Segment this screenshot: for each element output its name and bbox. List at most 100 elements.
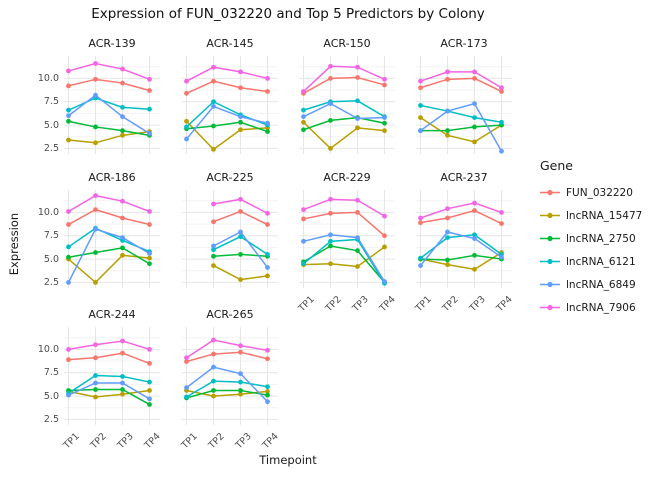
point-FUN_032220-TP2: [93, 76, 98, 82]
point-FUN_032220-TP2: [93, 355, 98, 361]
point-lncRNA_7906-TP4: [265, 210, 270, 216]
point-lncRNA_7906-TP4: [382, 213, 387, 219]
point-lncRNA_7906-TP2: [445, 69, 450, 75]
point-lncRNA_6849-TP3: [120, 114, 125, 120]
point-lncRNA_6849-TP3: [120, 380, 125, 386]
point-lncRNA_6121-TP1: [418, 255, 423, 261]
point-FUN_032220-TP2: [211, 219, 216, 225]
point-lncRNA_7906-TP1: [418, 215, 423, 221]
x-tick-label: TP1: [413, 294, 434, 315]
point-lncRNA_15477-TP2: [93, 394, 98, 400]
point-lncRNA_15477-TP4: [147, 388, 152, 393]
point-lncRNA_2750-TP1: [66, 254, 71, 260]
point-lncRNA_6849-TP3: [238, 114, 243, 120]
point-lncRNA_15477-TP3: [472, 139, 477, 145]
point-lncRNA_2750-TP2: [211, 253, 216, 259]
facet-panel-ACR-237: [416, 190, 512, 288]
line-lncRNA_2750: [68, 388, 150, 406]
line-lncRNA_6849: [68, 94, 150, 135]
point-lncRNA_2750-TP2: [328, 118, 333, 123]
x-axis-title: Timepoint: [259, 453, 317, 467]
point-FUN_032220-TP2: [211, 351, 216, 357]
line-FUN_032220: [303, 211, 385, 237]
point-lncRNA_2750-TP3: [120, 128, 125, 134]
point-lncRNA_2750-TP2: [93, 387, 98, 392]
point-lncRNA_7906-TP3: [472, 200, 477, 206]
point-lncRNA_6121-TP3: [238, 379, 243, 385]
point-lncRNA_6121-TP4: [265, 252, 270, 257]
point-lncRNA_7906-TP3: [238, 196, 243, 202]
point-FUN_032220-TP2: [93, 207, 98, 212]
point-lncRNA_7906-TP4: [147, 209, 152, 214]
line-lncRNA_7906: [186, 66, 268, 82]
point-lncRNA_15477-TP3: [238, 127, 243, 133]
facet-strip-ACR-186: ACR-186: [88, 171, 136, 184]
point-lncRNA_2750-TP4: [147, 261, 152, 267]
point-lncRNA_15477-TP4: [147, 255, 152, 261]
point-lncRNA_15477-TP3: [120, 391, 125, 397]
facet-panel-ACR-225: [182, 190, 278, 288]
point-lncRNA_6849-TP3: [238, 371, 243, 377]
line-lncRNA_6849: [186, 366, 269, 403]
point-lncRNA_2750-TP3: [120, 245, 125, 251]
facet-strip-ACR-150: ACR-150: [323, 37, 371, 50]
line-lncRNA_6121: [303, 238, 386, 284]
point-lncRNA_6121-TP2: [211, 99, 216, 105]
point-lncRNA_6849-TP4: [147, 396, 152, 402]
point-lncRNA_15477-TP4: [382, 128, 387, 134]
point-lncRNA_7906-TP3: [472, 69, 477, 75]
point-lncRNA_7906-TP2: [93, 193, 98, 198]
point-FUN_032220-TP3: [238, 349, 243, 355]
point-lncRNA_15477-TP4: [382, 244, 387, 250]
point-lncRNA_15477-TP3: [120, 252, 125, 258]
point-FUN_032220-TP1: [66, 222, 71, 227]
line-FUN_032220: [68, 208, 150, 226]
point-FUN_032220-TP2: [328, 210, 333, 216]
line-lncRNA_15477: [420, 251, 502, 271]
point-lncRNA_6121-TP1: [66, 107, 71, 113]
line-FUN_032220: [420, 77, 502, 93]
point-FUN_032220-TP3: [472, 76, 477, 81]
line-lncRNA_2750: [68, 247, 150, 265]
point-lncRNA_7906-TP4: [265, 347, 270, 353]
point-lncRNA_6849-TP2: [93, 226, 98, 232]
point-lncRNA_15477-TP1: [66, 137, 71, 143]
point-lncRNA_6849-TP4: [147, 131, 152, 136]
point-FUN_032220-TP2: [211, 78, 216, 84]
point-lncRNA_6121-TP3: [120, 104, 125, 110]
line-lncRNA_7906: [420, 71, 502, 89]
point-lncRNA_6849-TP4: [265, 120, 270, 126]
point-lncRNA_7906-TP2: [211, 201, 216, 207]
point-lncRNA_7906-TP3: [120, 198, 125, 204]
point-lncRNA_2750-TP4: [382, 120, 387, 126]
x-tick-label: TP2: [440, 294, 461, 315]
point-FUN_032220-TP4: [499, 221, 504, 226]
legend-items: FUN_032220 lncRNA_15477 lncRNA_2750 lncRNA_…: [540, 181, 672, 319]
point-lncRNA_2750-TP2: [93, 250, 98, 255]
point-lncRNA_7906-TP4: [499, 85, 504, 91]
legend: Gene FUN_032220 lncRNA_15477 lncRNA_2750 ln…: [540, 158, 672, 319]
line-lncRNA_15477: [420, 116, 502, 143]
legend-key-icon: [540, 258, 560, 265]
x-tick-label: TP4: [494, 294, 515, 315]
point-lncRNA_15477-TP2: [328, 261, 333, 267]
point-lncRNA_15477-TP3: [120, 132, 125, 138]
legend-title: Gene: [540, 158, 573, 173]
point-lncRNA_2750-TP2: [211, 388, 216, 393]
point-lncRNA_6121-TP2: [211, 247, 216, 253]
point-FUN_032220-TP3: [120, 215, 125, 221]
point-FUN_032220-TP4: [147, 222, 152, 227]
point-lncRNA_15477-TP2: [211, 146, 216, 152]
legend-key-icon: [540, 212, 560, 219]
point-lncRNA_6849-TP1: [418, 128, 423, 134]
point-lncRNA_6121-TP3: [355, 98, 360, 104]
facet-strip-ACR-145: ACR-145: [206, 37, 254, 50]
line-lncRNA_7906: [68, 194, 150, 213]
point-lncRNA_6849-TP4: [265, 265, 270, 270]
facet-strip-ACR-173: ACR-173: [440, 37, 488, 50]
point-lncRNA_15477-TP2: [211, 263, 216, 268]
line-FUN_032220: [303, 76, 385, 94]
point-lncRNA_6849-TP4: [499, 254, 504, 260]
line-lncRNA_6121: [68, 374, 150, 394]
